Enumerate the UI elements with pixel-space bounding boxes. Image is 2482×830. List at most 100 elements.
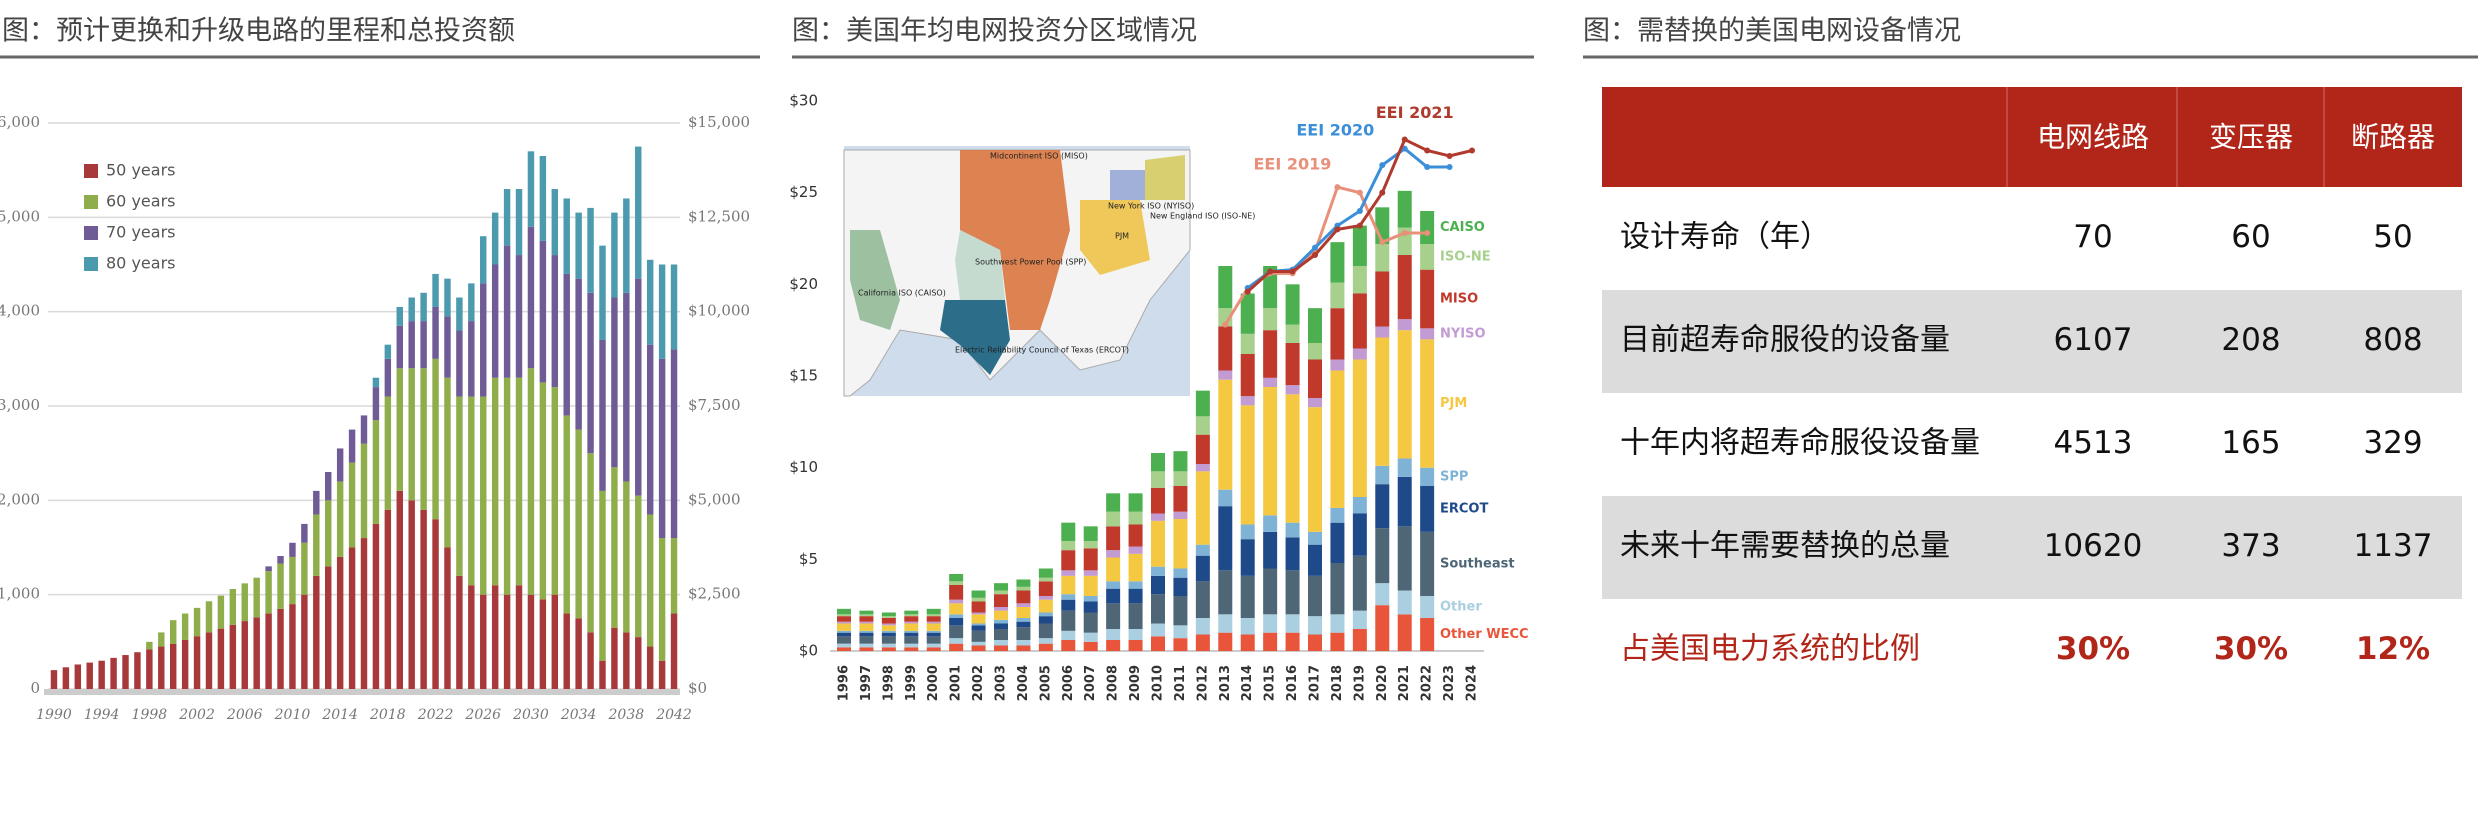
line-point: [1379, 239, 1386, 246]
bar-segment: [1061, 522, 1076, 541]
bar-segment: [1173, 519, 1188, 569]
bar-segment: [1420, 211, 1435, 244]
bar-segment: [1106, 557, 1121, 582]
bar-segment: [122, 655, 129, 689]
bar-segment: [1285, 632, 1300, 651]
bar-segment: [587, 453, 594, 633]
x-tick-label: 2007: [1083, 665, 1098, 701]
bar-segment: [420, 509, 427, 689]
line-point: [1424, 230, 1431, 236]
bar-segment: [1397, 255, 1412, 320]
bar-segment: [336, 448, 344, 482]
bar-segment: [1420, 339, 1435, 468]
bar-segment: [623, 632, 630, 689]
x-tick-label: 2002: [178, 707, 215, 723]
bar-segment: [1106, 511, 1121, 527]
bar-segment: [480, 396, 487, 595]
bar-segment: [971, 625, 986, 631]
x-tick-label: 2017: [1308, 665, 1323, 701]
bar-segment: [1016, 627, 1031, 640]
bar-segment: [360, 443, 368, 539]
bar-segment: [1173, 471, 1188, 486]
bar-segment: [289, 542, 296, 557]
bar-segment: [994, 607, 1008, 611]
legend-swatch: [84, 226, 98, 240]
bar-segment: [1016, 607, 1031, 618]
bar-segment: [325, 472, 332, 501]
bar-segment: [949, 643, 964, 651]
line-point: [1334, 226, 1341, 233]
bar-segment: [503, 594, 511, 689]
bar-segment: [1128, 603, 1143, 629]
bar-segment: [217, 595, 225, 629]
bar-segment: [1352, 359, 1367, 497]
x-tick-label: 1994: [84, 707, 120, 723]
bar-segment: [837, 621, 851, 624]
bar-segment: [1263, 632, 1278, 651]
bar-segment: [193, 607, 201, 637]
bar-segment: [301, 594, 308, 689]
bar-segment: [1016, 579, 1031, 587]
bar-segment: [515, 585, 523, 689]
bar-segment: [372, 387, 380, 421]
bar-segment: [1083, 632, 1098, 642]
bar-segment: [1352, 225, 1367, 266]
bar-segment: [837, 643, 851, 648]
bar-segment: [1420, 467, 1435, 486]
bar-segment: [1106, 640, 1121, 651]
x-tick-label: 1996: [837, 665, 852, 701]
bar-segment: [384, 509, 392, 689]
y2-tick-label: $15,000: [688, 113, 750, 131]
bar-segment: [1128, 588, 1143, 604]
x-tick-label: 2030: [512, 707, 549, 723]
bar-segment: [904, 616, 919, 622]
bar-segment: [539, 382, 547, 600]
bar-segment: [926, 616, 941, 622]
bar-segment: [1016, 590, 1031, 604]
bar-segment: [468, 321, 475, 397]
bar-segment: [926, 608, 941, 615]
table-row: [1602, 187, 2462, 290]
bar-segment: [396, 368, 403, 491]
bar-segment: [1106, 493, 1121, 512]
bar-segment: [1083, 548, 1098, 571]
bar-segment: [587, 207, 594, 293]
bar-segment: [994, 590, 1008, 595]
bar-segment: [277, 563, 284, 609]
table-row: [1602, 599, 2462, 702]
bar-segment: [658, 660, 666, 689]
bar-segment: [1218, 379, 1233, 490]
bar-segment: [646, 259, 654, 345]
bar-segment: [859, 616, 874, 622]
table-cell: 4513: [2054, 425, 2133, 461]
bar-segment: [1151, 513, 1165, 521]
bar-segment: [971, 630, 986, 642]
x-tick-label: 2021: [1397, 665, 1412, 701]
bar-segment: [181, 613, 189, 640]
bar-segment: [563, 273, 570, 416]
bar-segment: [169, 620, 177, 644]
legend-label: 80 years: [106, 254, 175, 273]
table-cell: 1137: [2354, 528, 2433, 564]
bar-segment: [881, 647, 896, 651]
bar-segment: [1061, 541, 1076, 551]
bar-segment: [1061, 610, 1076, 631]
bar-segment: [1420, 618, 1435, 651]
bar-segment: [456, 330, 463, 397]
y-tick-label: $30: [789, 92, 818, 110]
bar-segment: [837, 623, 851, 631]
y2-tick-label: $2,500: [688, 585, 741, 603]
bar-segment: [1128, 493, 1143, 512]
bar-segment: [348, 462, 356, 548]
bar-segment: [1038, 616, 1053, 624]
bar-segment: [1420, 486, 1435, 532]
bar-segment: [420, 368, 427, 510]
bar-segment: [1038, 623, 1053, 639]
bar-segment: [539, 156, 547, 241]
bar-segment: [1263, 531, 1278, 569]
bar-segment: [62, 667, 70, 689]
line-point: [1289, 268, 1296, 275]
bar-segment: [859, 632, 874, 637]
bar-segment: [1263, 515, 1278, 532]
line-point: [1379, 189, 1386, 196]
